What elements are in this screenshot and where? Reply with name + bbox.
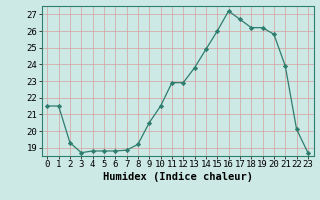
X-axis label: Humidex (Indice chaleur): Humidex (Indice chaleur)	[103, 172, 252, 182]
